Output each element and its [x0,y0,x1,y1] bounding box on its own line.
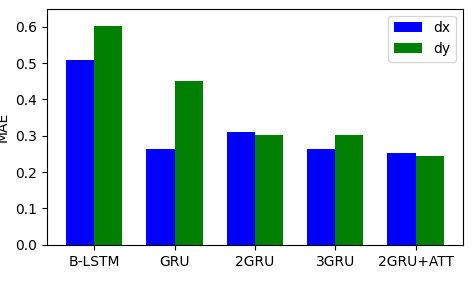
Bar [335,135,363,245]
Bar [227,132,255,245]
Legend: dx, dy: dx, dy [388,16,455,62]
Bar [175,81,202,245]
Y-axis label: MAE: MAE [0,111,10,142]
Bar [307,149,335,245]
Bar [146,149,175,245]
Bar [255,135,283,245]
Bar [66,60,94,245]
Bar [415,156,444,245]
Bar [94,26,122,245]
Bar [388,153,415,245]
